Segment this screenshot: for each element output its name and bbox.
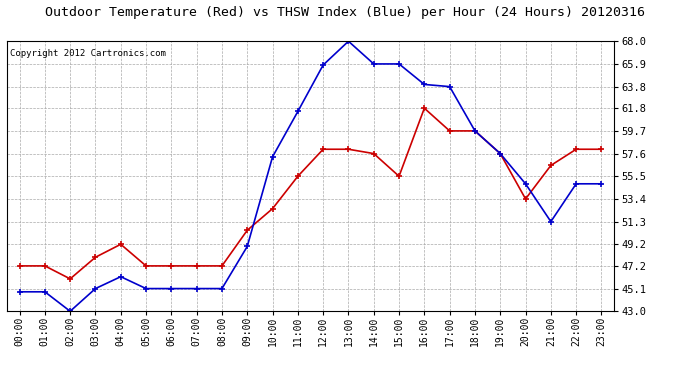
Text: Outdoor Temperature (Red) vs THSW Index (Blue) per Hour (24 Hours) 20120316: Outdoor Temperature (Red) vs THSW Index … [45,6,645,19]
Text: Copyright 2012 Cartronics.com: Copyright 2012 Cartronics.com [10,50,166,58]
